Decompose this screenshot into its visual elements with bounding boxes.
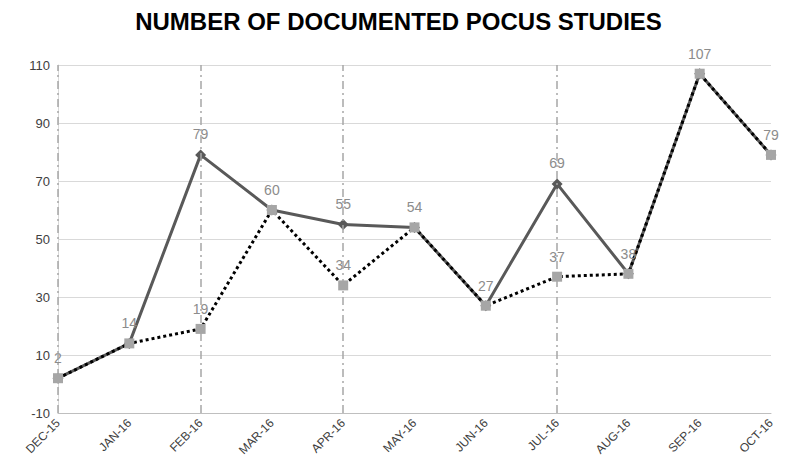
svg-text:2: 2 (54, 350, 62, 367)
svg-text:79: 79 (763, 127, 779, 143)
svg-text:-10: -10 (31, 406, 50, 421)
svg-text:55: 55 (335, 196, 351, 212)
svg-text:14: 14 (122, 315, 138, 331)
svg-text:MAY-16: MAY-16 (380, 416, 419, 455)
svg-text:90: 90 (36, 116, 50, 131)
svg-text:APR-16: APR-16 (309, 416, 349, 456)
svg-text:50: 50 (36, 232, 50, 247)
svg-text:AUG-16: AUG-16 (593, 416, 634, 457)
svg-text:70: 70 (36, 174, 50, 189)
svg-text:SEP-16: SEP-16 (666, 416, 705, 455)
svg-text:JUL-16: JUL-16 (525, 416, 562, 453)
svg-text:FEB-16: FEB-16 (167, 416, 206, 455)
svg-text:OCT-16: OCT-16 (736, 416, 776, 456)
svg-text:NUMBER OF DOCUMENTED POCUS STU: NUMBER OF DOCUMENTED POCUS STUDIES (135, 8, 662, 35)
svg-text:27: 27 (478, 278, 494, 294)
svg-text:MAR-16: MAR-16 (236, 416, 277, 457)
svg-text:69: 69 (549, 155, 565, 172)
svg-text:JUN-16: JUN-16 (452, 416, 491, 455)
svg-text:60: 60 (264, 182, 280, 198)
svg-text:54: 54 (407, 199, 423, 215)
svg-text:JAN-16: JAN-16 (96, 416, 134, 454)
svg-text:38: 38 (621, 246, 637, 262)
svg-text:DEC-15: DEC-15 (23, 416, 63, 456)
svg-text:79: 79 (192, 126, 209, 143)
svg-text:19: 19 (192, 300, 209, 317)
svg-text:34: 34 (335, 257, 351, 274)
svg-text:110: 110 (29, 58, 50, 73)
svg-text:107: 107 (688, 46, 712, 62)
svg-text:30: 30 (36, 290, 50, 305)
svg-text:10: 10 (36, 348, 50, 363)
svg-text:37: 37 (549, 248, 565, 265)
